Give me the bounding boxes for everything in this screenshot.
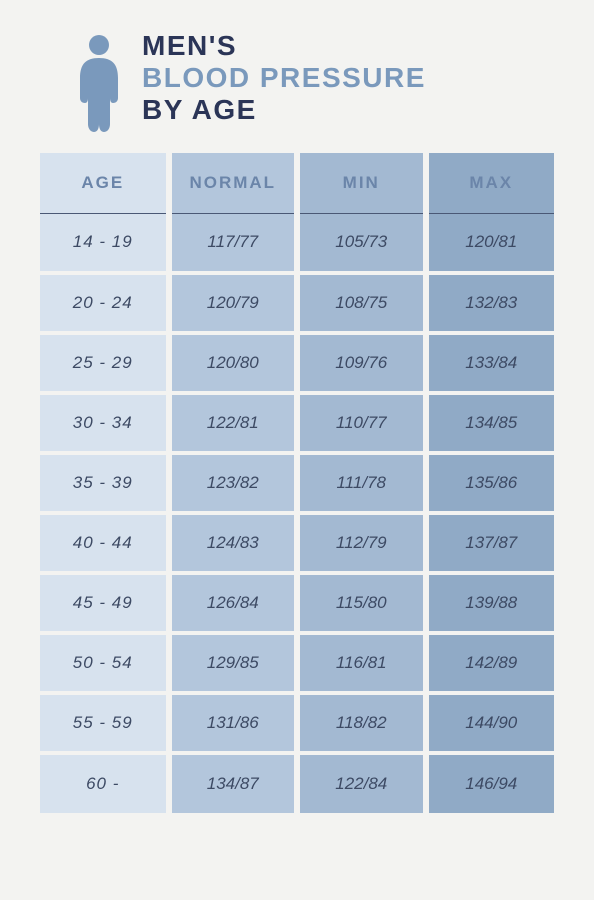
cell-normal: 120/80 bbox=[169, 333, 298, 393]
cell-age: 30 - 34 bbox=[40, 393, 169, 453]
cell-age: 55 - 59 bbox=[40, 693, 169, 753]
cell-max: 135/86 bbox=[426, 453, 555, 513]
cell-normal: 129/85 bbox=[169, 633, 298, 693]
table-row: 40 - 44124/83112/79137/87 bbox=[40, 513, 554, 573]
cell-age: 50 - 54 bbox=[40, 633, 169, 693]
table-row: 45 - 49126/84115/80139/88 bbox=[40, 573, 554, 633]
cell-normal: 124/83 bbox=[169, 513, 298, 573]
cell-normal: 126/84 bbox=[169, 573, 298, 633]
table-row: 50 - 54129/85116/81142/89 bbox=[40, 633, 554, 693]
cell-normal: 123/82 bbox=[169, 453, 298, 513]
cell-min: 110/77 bbox=[297, 393, 426, 453]
cell-age: 20 - 24 bbox=[40, 273, 169, 333]
cell-max: 137/87 bbox=[426, 513, 555, 573]
cell-min: 108/75 bbox=[297, 273, 426, 333]
cell-min: 115/80 bbox=[297, 573, 426, 633]
cell-min: 109/76 bbox=[297, 333, 426, 393]
cell-age: 60 - bbox=[40, 753, 169, 813]
cell-min: 111/78 bbox=[297, 453, 426, 513]
title-line-3: BY AGE bbox=[142, 94, 426, 126]
header: MEN'S BLOOD PRESSURE BY AGE bbox=[40, 30, 554, 139]
cell-age: 45 - 49 bbox=[40, 573, 169, 633]
col-header-normal: NORMAL bbox=[169, 153, 298, 213]
table-row: 55 - 59131/86118/82144/90 bbox=[40, 693, 554, 753]
cell-age: 25 - 29 bbox=[40, 333, 169, 393]
cell-min: 105/73 bbox=[297, 213, 426, 273]
cell-max: 120/81 bbox=[426, 213, 555, 273]
col-header-max: MAX bbox=[426, 153, 555, 213]
bp-table: AGE NORMAL MIN MAX 14 - 19117/77105/7312… bbox=[40, 153, 554, 813]
title-line-2: BLOOD PRESSURE bbox=[142, 62, 426, 94]
cell-max: 139/88 bbox=[426, 573, 555, 633]
cell-min: 112/79 bbox=[297, 513, 426, 573]
col-header-age: AGE bbox=[40, 153, 169, 213]
cell-max: 133/84 bbox=[426, 333, 555, 393]
table-row: 14 - 19117/77105/73120/81 bbox=[40, 213, 554, 273]
cell-min: 116/81 bbox=[297, 633, 426, 693]
title-line-1: MEN'S bbox=[142, 30, 426, 62]
table-row: 30 - 34122/81110/77134/85 bbox=[40, 393, 554, 453]
man-figure-icon bbox=[76, 34, 122, 139]
table-row: 35 - 39123/82111/78135/86 bbox=[40, 453, 554, 513]
cell-max: 146/94 bbox=[426, 753, 555, 813]
col-header-min: MIN bbox=[297, 153, 426, 213]
cell-normal: 117/77 bbox=[169, 213, 298, 273]
table-row: 20 - 24120/79108/75132/83 bbox=[40, 273, 554, 333]
cell-min: 118/82 bbox=[297, 693, 426, 753]
cell-max: 142/89 bbox=[426, 633, 555, 693]
cell-min: 122/84 bbox=[297, 753, 426, 813]
cell-age: 35 - 39 bbox=[40, 453, 169, 513]
title-block: MEN'S BLOOD PRESSURE BY AGE bbox=[142, 30, 426, 127]
table-header-row: AGE NORMAL MIN MAX bbox=[40, 153, 554, 213]
cell-max: 134/85 bbox=[426, 393, 555, 453]
cell-max: 132/83 bbox=[426, 273, 555, 333]
table-row: 25 - 29120/80109/76133/84 bbox=[40, 333, 554, 393]
table-row: 60 -134/87122/84146/94 bbox=[40, 753, 554, 813]
cell-max: 144/90 bbox=[426, 693, 555, 753]
cell-normal: 134/87 bbox=[169, 753, 298, 813]
cell-normal: 122/81 bbox=[169, 393, 298, 453]
cell-normal: 131/86 bbox=[169, 693, 298, 753]
cell-normal: 120/79 bbox=[169, 273, 298, 333]
cell-age: 40 - 44 bbox=[40, 513, 169, 573]
cell-age: 14 - 19 bbox=[40, 213, 169, 273]
